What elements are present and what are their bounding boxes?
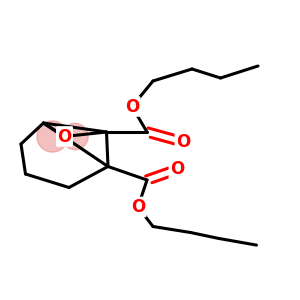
Text: O: O [125, 98, 139, 116]
Text: O: O [57, 128, 72, 146]
Circle shape [37, 121, 68, 152]
Text: O: O [131, 198, 145, 216]
Text: O: O [176, 133, 190, 151]
Text: O: O [170, 160, 184, 178]
Circle shape [62, 123, 88, 150]
